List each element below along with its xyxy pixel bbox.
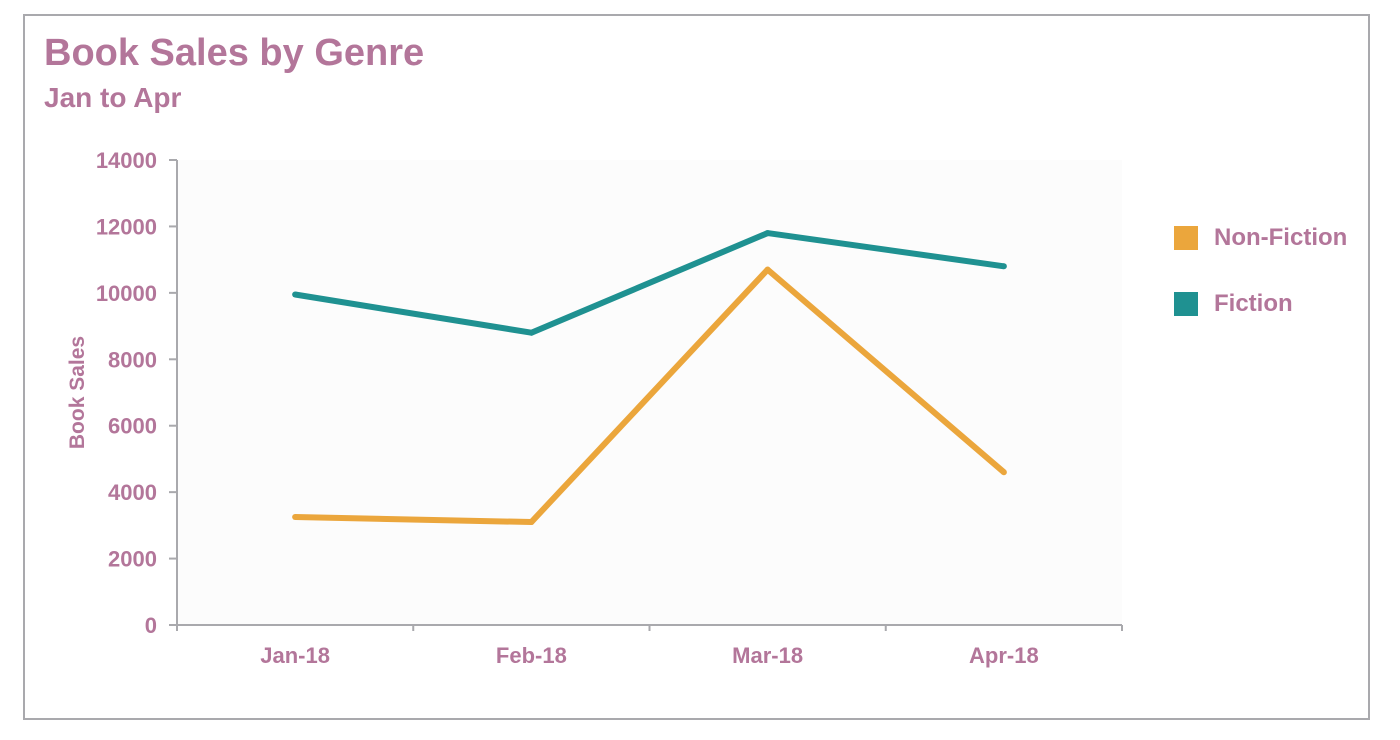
y-tick-label: 0 xyxy=(145,613,157,638)
chart-subtitle: Jan to Apr xyxy=(44,82,182,113)
data-point-fiction xyxy=(528,329,535,336)
legend-item: Non-Fiction xyxy=(1174,220,1347,256)
data-point-non-fiction xyxy=(292,514,299,521)
chart-title: Book Sales by Genre xyxy=(44,32,425,74)
y-tick-label: 2000 xyxy=(108,547,157,572)
data-point-non-fiction xyxy=(1000,469,1007,476)
series-layer xyxy=(292,230,1007,526)
data-point-non-fiction xyxy=(764,266,771,273)
legend-label: Non-Fiction xyxy=(1214,224,1348,251)
data-point-fiction xyxy=(764,230,771,237)
y-tick-label: 12000 xyxy=(96,214,157,239)
y-tick-label: 4000 xyxy=(108,480,157,505)
legend-swatch xyxy=(1174,292,1198,316)
legend-swatch xyxy=(1174,226,1198,250)
series-line-fiction xyxy=(294,230,1005,336)
data-point-fiction xyxy=(292,291,299,298)
y-tick-label: 10000 xyxy=(96,281,157,306)
y-axis-title: Book Sales xyxy=(66,336,89,449)
x-axis-ticks: Jan-18 Feb-18 Mar-18 Apr-18 xyxy=(176,625,1123,668)
legend-label: Fiction xyxy=(1214,290,1293,317)
x-tick-label: Apr-18 xyxy=(969,643,1039,668)
data-point-non-fiction xyxy=(528,519,535,526)
series-line-non-fiction xyxy=(295,266,1006,526)
x-tick-label: Jan-18 xyxy=(260,643,330,668)
legend: Non-Fiction Fiction xyxy=(1174,220,1347,352)
x-tick-label: Mar-18 xyxy=(732,643,803,668)
y-tick-label: 6000 xyxy=(108,414,157,439)
y-axis-ticks: 0 2000 4000 6000 8000 10000 12000 14000 xyxy=(96,148,177,638)
data-point-fiction xyxy=(1000,263,1007,270)
x-tick-label: Feb-18 xyxy=(496,643,567,668)
y-tick-label: 8000 xyxy=(108,347,157,372)
y-tick-label: 14000 xyxy=(96,148,157,173)
legend-item: Fiction xyxy=(1174,286,1347,322)
